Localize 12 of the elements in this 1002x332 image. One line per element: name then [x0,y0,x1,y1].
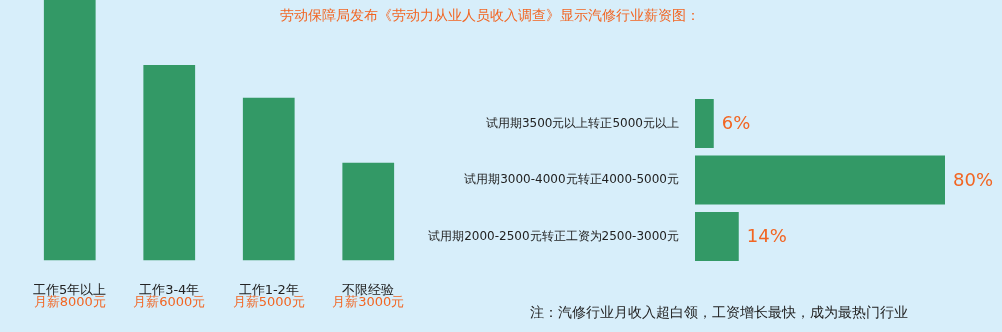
text: 劳动保障局发布《劳动力从业人员收入调查》显示汽修行业薪资图： [279,7,701,25]
bar [43,0,96,261]
text: 注：汽修行业月收入超白领，工资增长最快，成为最热门行业 [530,304,908,322]
bar [143,65,196,261]
y-tick-label: 试用期2000-2500元转正工资为2500-3000元 [428,228,679,243]
data-label: 14% [746,225,787,247]
data-label: 6% [721,112,751,134]
y-tick-label: 试用期3500元以上转正5000元以上 [485,115,679,130]
bar [242,97,295,261]
y-tick-label: 试用期3000-4000元转正4000-5000元 [464,172,679,187]
data-label: 80% [953,168,994,190]
bar [342,162,395,261]
